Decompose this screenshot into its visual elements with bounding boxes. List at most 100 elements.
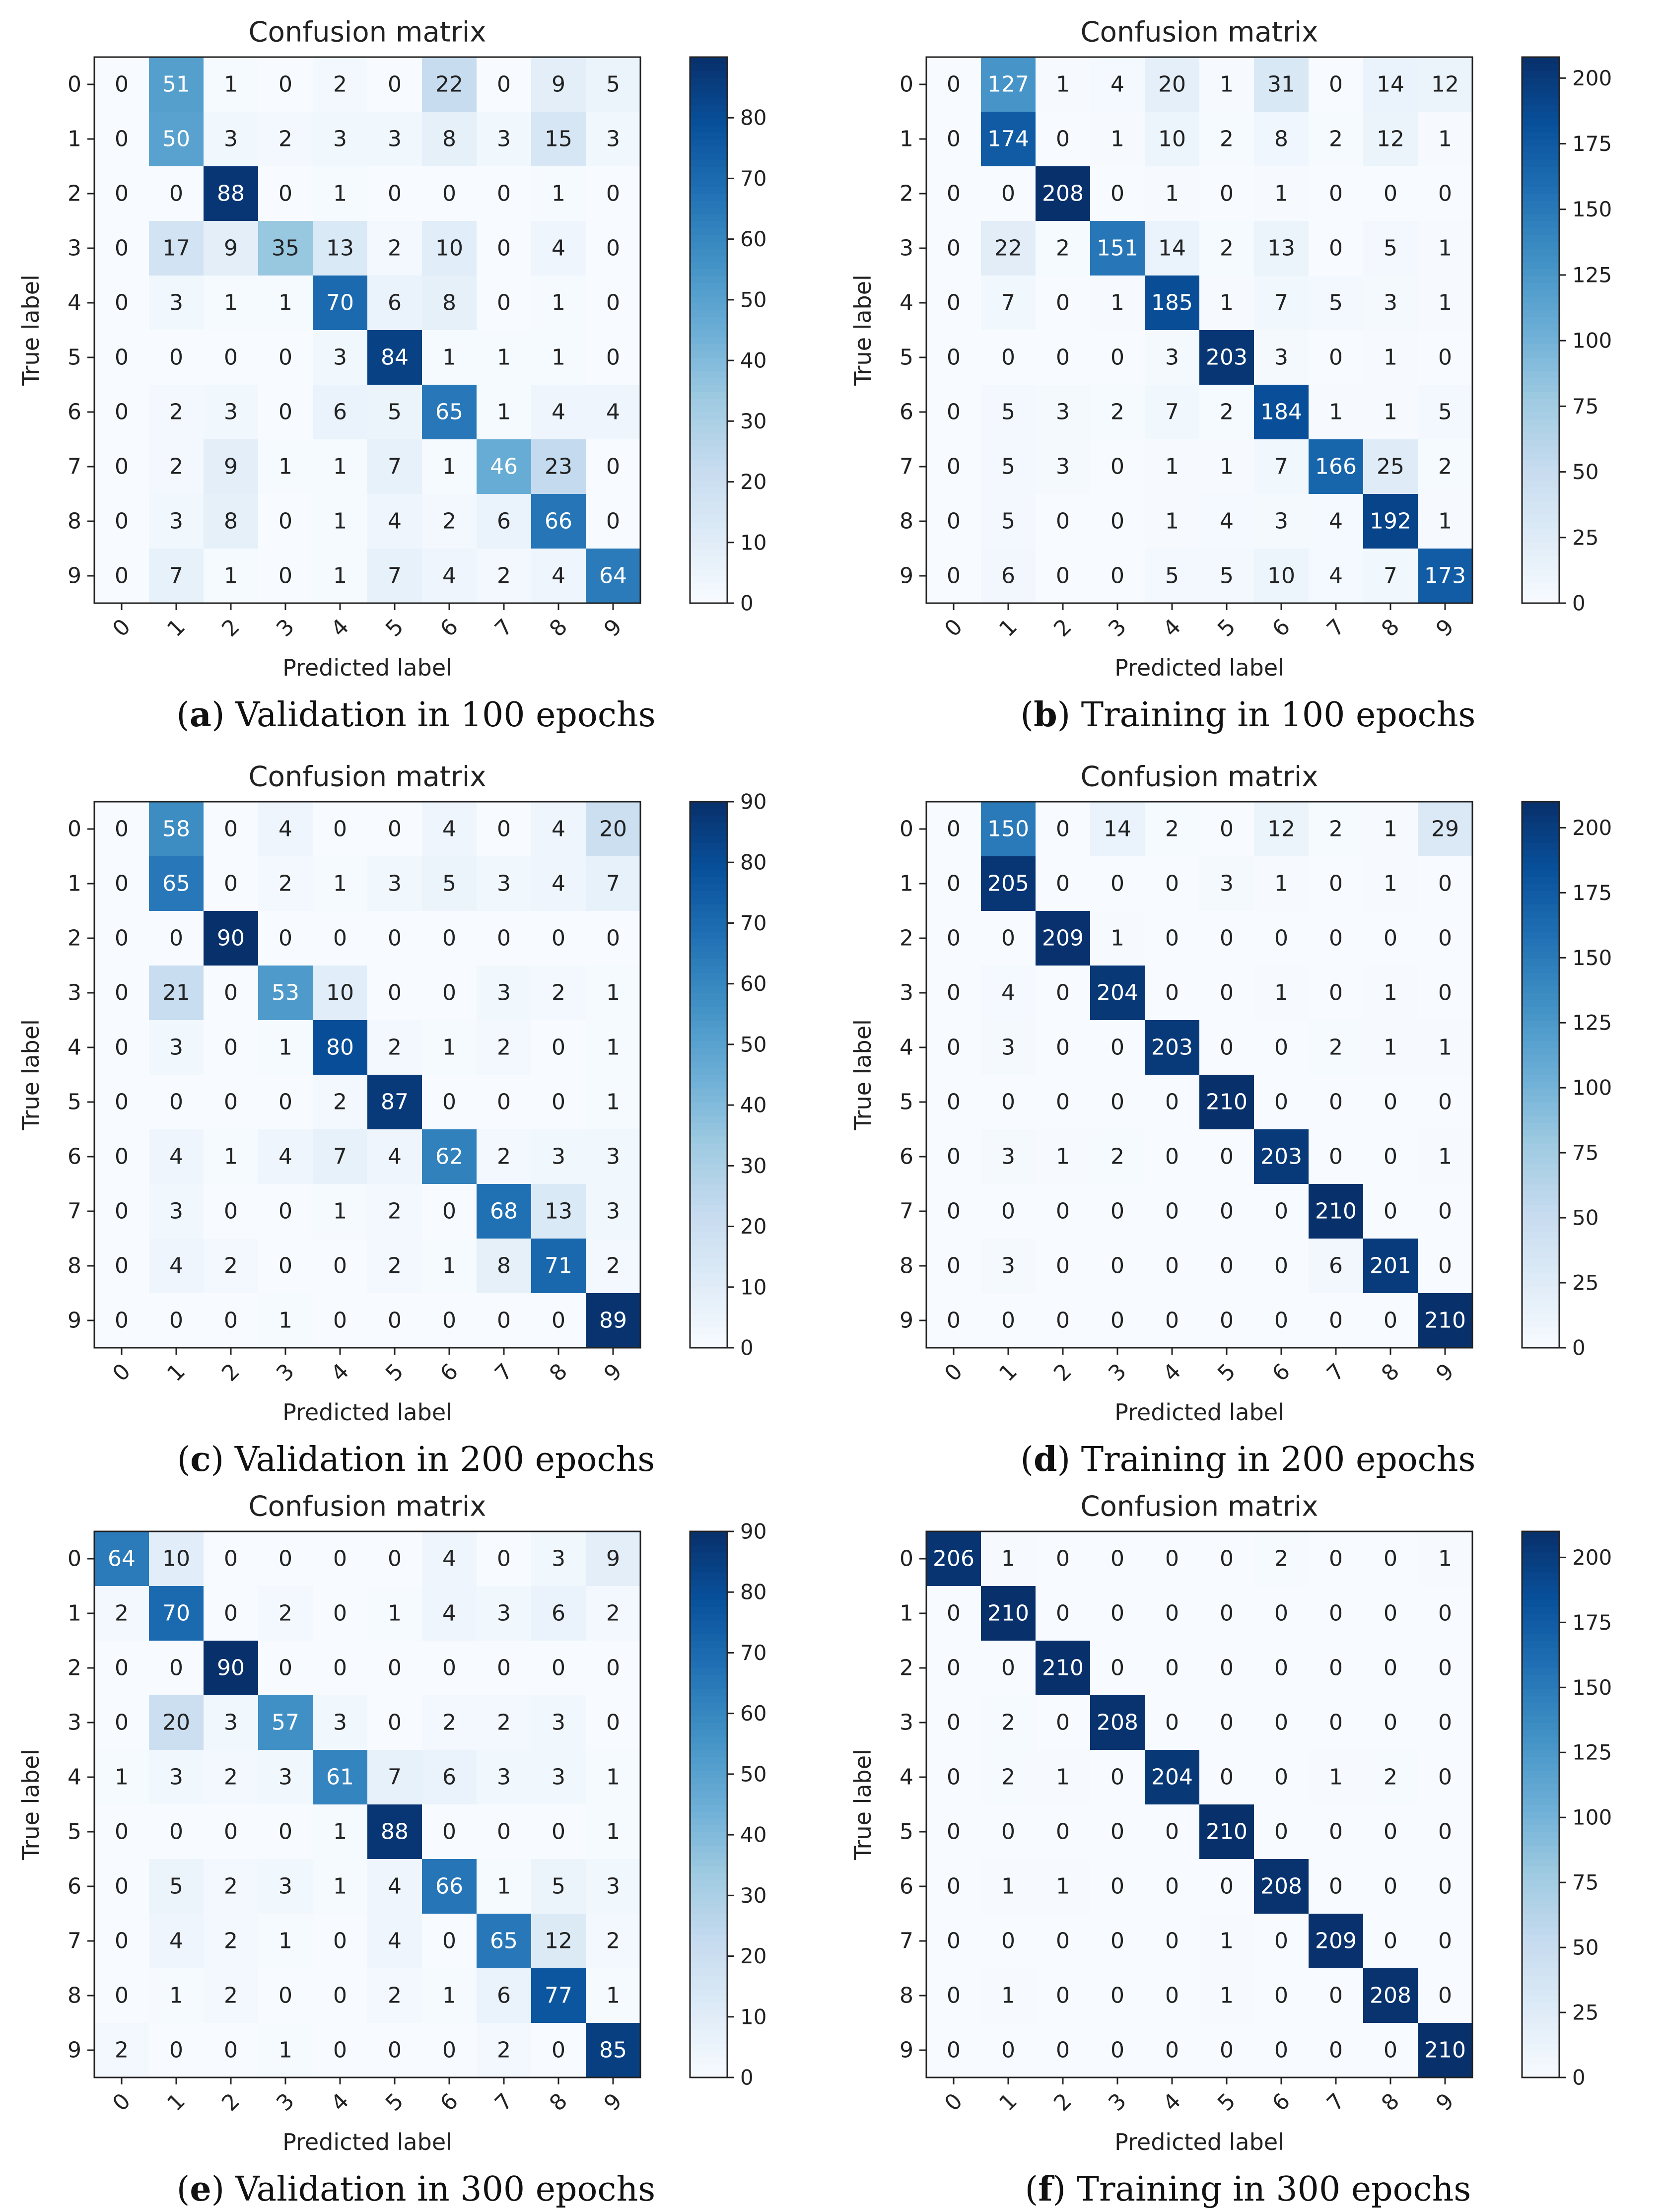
colorbar-segment	[690, 1695, 727, 1703]
colorbar-segment	[690, 316, 727, 324]
colorbar-segment	[690, 473, 727, 481]
colorbar-tick-label: 175	[1572, 132, 1612, 156]
cell-value-label: 8	[442, 127, 456, 152]
colorbar-segment	[690, 1723, 727, 1730]
cell-value-label: 25	[1377, 454, 1404, 480]
heatmap-cell	[1363, 166, 1418, 221]
cell-value-label: 0	[497, 1656, 511, 1681]
heatmap-cell	[422, 330, 477, 385]
colorbar-segment	[1522, 303, 1559, 310]
cell-value-label: 0	[1165, 1983, 1179, 2008]
panel-b: Confusion matrix 0 127 1 4 20 1 31 0 14 12 0 174 0 1 10…	[832, 0, 1664, 737]
cell-value-label: 0	[1438, 1929, 1452, 1954]
heatmap-cell	[1254, 1804, 1309, 1860]
heatmap-cell	[1363, 1075, 1418, 1130]
colorbar-frame	[689, 56, 728, 604]
heatmap-cell	[1254, 1129, 1309, 1184]
heatmap-cell	[422, 1531, 477, 1587]
heatmap-cell	[1254, 1239, 1309, 1294]
cell-value-label: 14	[1377, 72, 1404, 97]
y-tick-label: 7	[68, 454, 81, 480]
cell-value-label: 4	[278, 1144, 292, 1170]
colorbar-segment	[690, 815, 727, 823]
heatmap-cell	[1145, 2023, 1200, 2078]
cell-value-label: 201	[1370, 1253, 1411, 1279]
heatmap-cell	[1254, 1695, 1309, 1750]
cell-value-label: 2	[1329, 127, 1343, 152]
cell-value-label: 0	[224, 1090, 238, 1115]
heatmap-cell	[531, 1968, 586, 2023]
colorbar-segment	[690, 480, 727, 488]
colorbar-segment	[1522, 1197, 1559, 1205]
cell-value-label: 204	[1097, 980, 1138, 1006]
colorbar-segment	[1522, 1934, 1559, 1941]
heatmap-cell	[1036, 911, 1091, 966]
colorbar-tick-label: 20	[740, 1214, 766, 1239]
colorbar-segment	[1522, 214, 1559, 221]
colorbar-segment	[1522, 1150, 1559, 1157]
heatmap-cell	[1199, 2023, 1254, 2078]
cell-value-label: 0	[1165, 871, 1179, 897]
heatmap-cell	[313, 1020, 368, 1075]
cell-value-label: 0	[115, 1983, 129, 2008]
colorbar-segment	[1522, 296, 1559, 303]
y-tick-label: 9	[68, 2038, 81, 2063]
colorbar-segment	[690, 1068, 727, 1075]
x-tick-label: 5	[1213, 614, 1241, 642]
cell-value-label: 0	[1110, 1199, 1124, 1224]
cell-value-label: 1	[1220, 72, 1234, 97]
cell-value-label: 1	[442, 1253, 456, 1279]
cell-value-label: 62	[435, 1144, 463, 1170]
cell-value-label: 1	[224, 1144, 238, 1170]
y-tick-label: 5	[68, 1819, 81, 1845]
colorbar-segment	[690, 1027, 727, 1035]
cell-value-label: 12	[1431, 72, 1459, 97]
heatmap-cell	[531, 112, 586, 167]
heatmap-cell	[1036, 330, 1091, 385]
cell-value-label: 0	[1384, 926, 1397, 951]
heatmap-cell	[1418, 1695, 1473, 1750]
heatmap-cell	[149, 1968, 204, 2023]
heatmap-cell	[149, 911, 204, 966]
colorbar-segment	[1522, 555, 1559, 563]
cell-value-label: 0	[1274, 1765, 1288, 1790]
cell-value-label: 0	[1056, 2038, 1070, 2063]
colorbar-tick-label: 200	[1572, 66, 1612, 90]
colorbar-segment	[690, 337, 727, 345]
cell-value-label: 0	[1438, 1253, 1452, 1279]
heatmap-cell	[204, 1129, 259, 1184]
colorbar-segment	[1522, 1286, 1559, 1294]
cell-value-label: 70	[162, 1601, 190, 1626]
colorbar-segment	[1522, 1122, 1559, 1130]
cell-value-label: 0	[442, 2038, 456, 2063]
cell-value-label: 0	[388, 1656, 402, 1681]
heatmap-cell	[586, 1020, 641, 1075]
y-tick-label: 9	[900, 2038, 913, 2063]
heatmap-cell	[149, 276, 204, 331]
colorbar-segment	[1522, 1307, 1559, 1314]
cell-value-label: 65	[435, 400, 463, 425]
caption-letter: a	[189, 695, 211, 735]
colorbar-segment	[1522, 1688, 1559, 1696]
heatmap-cell	[258, 549, 313, 604]
cell-value-label: 1	[1056, 72, 1070, 97]
cell-value-label: 0	[1165, 1929, 1179, 1954]
heatmap-cell	[981, 166, 1036, 221]
colorbar-segment	[1522, 890, 1559, 898]
cell-value-label: 0	[1165, 980, 1179, 1006]
cell-value-label: 174	[987, 127, 1029, 152]
colorbar-segment	[1522, 945, 1559, 953]
y-tick-label: 4	[68, 290, 81, 316]
heatmap-cell	[1145, 1804, 1200, 1860]
colorbar-segment	[690, 1763, 727, 1771]
heatmap-cell	[422, 1129, 477, 1184]
heatmap-cell	[367, 1531, 422, 1587]
cell-value-label: 0	[1110, 563, 1124, 589]
heatmap-cell	[204, 1531, 259, 1587]
colorbar-segment	[1522, 952, 1559, 960]
heatmap-cell	[1418, 966, 1473, 1021]
heatmap-cell	[204, 1239, 259, 1294]
heatmap-cell	[981, 966, 1036, 1021]
colorbar-segment	[1522, 1538, 1559, 1546]
cell-value-label: 203	[1151, 1035, 1193, 1060]
